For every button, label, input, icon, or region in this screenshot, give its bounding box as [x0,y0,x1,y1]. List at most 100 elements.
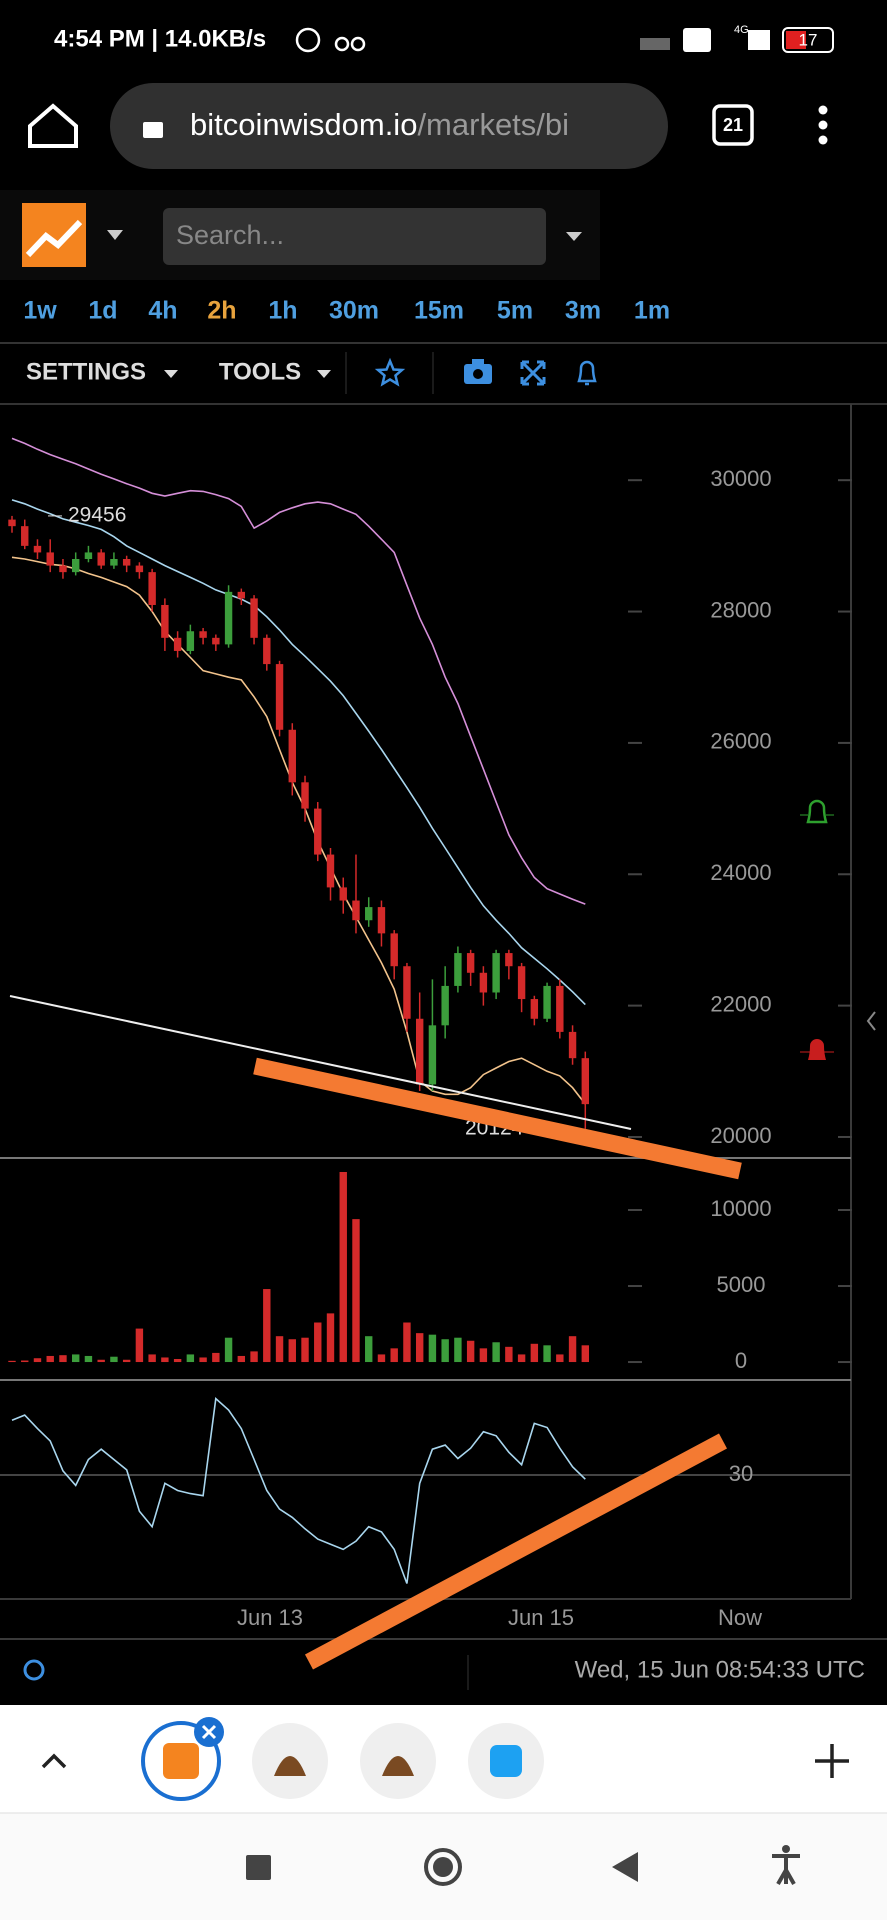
settings-caret [164,370,178,378]
candle-body [288,729,296,783]
favorite-button[interactable] [374,357,406,387]
home-button[interactable] [28,103,78,148]
candle-body [161,604,169,638]
expand-tabs[interactable] [41,1753,67,1769]
timeframe-button[interactable]: 1h [268,297,297,325]
url-bar[interactable] [110,83,668,169]
signal-icons: 4G 17 [640,24,834,53]
volume-bar [199,1357,207,1363]
volume-bar [186,1354,195,1363]
candle-body [339,887,347,901]
candle-body [403,966,411,1019]
tabs-button[interactable] [712,104,754,146]
candle-body [517,966,526,1000]
candle-body [59,565,67,573]
band-line [11,437,586,905]
volume-bar [97,1359,105,1363]
candle-body [97,552,105,566]
volume-bar [288,1339,296,1363]
home-nav[interactable] [424,1848,462,1886]
volume-bar [135,1328,144,1363]
y-tick-label: 30000 [710,466,771,491]
tools-menu[interactable]: TOOLS [219,358,301,385]
x-tick-label: Jun 15 [508,1605,574,1630]
volume-bar [122,1359,131,1363]
tools-caret [317,370,331,378]
fullscreen-button[interactable] [520,360,546,386]
volume-bar [377,1354,386,1363]
timeframe-button[interactable]: 3m [565,297,601,325]
volume-bar [161,1357,169,1363]
band-line [11,499,586,1006]
menu-button[interactable] [818,105,828,145]
candle-body [72,559,80,573]
close-icon [201,1724,217,1740]
timeframe-button[interactable]: 2h [207,297,236,325]
volume-bar [8,1360,16,1363]
volume-bar [263,1289,271,1363]
settings-icon[interactable] [23,1659,45,1681]
candle-body [135,565,144,573]
recents-button[interactable] [246,1855,271,1880]
volume-bar [403,1322,411,1363]
volume-bar [173,1358,182,1363]
home-dot [433,1857,453,1877]
rsi-line [11,1396,586,1584]
band-line [11,556,586,1105]
battery-level: 17 [799,30,818,49]
volume-bar [492,1342,500,1363]
volume-bar [415,1333,424,1363]
volume-bar [224,1337,233,1363]
search-box[interactable] [163,208,546,265]
candle-body [46,552,54,566]
settings-menu[interactable]: SETTINGS [26,358,146,385]
candle-body [543,985,551,1019]
candle-body [275,664,284,730]
alert-button[interactable] [577,360,597,386]
candle-body [250,598,258,638]
candle-body [454,953,462,986]
accessibility-button[interactable] [772,1854,800,1885]
tab-icon [490,1745,522,1777]
logo-mark [25,219,83,258]
tab-icon [274,1756,306,1776]
candle-body [84,552,93,560]
timeframe-button[interactable]: 5m [497,297,533,325]
y-tick-label: 5000 [717,1272,766,1297]
volume-bar [441,1339,449,1363]
timeframe-button[interactable]: 1w [23,297,57,325]
volume-bar [428,1334,437,1363]
y-tick-label: 28000 [710,597,771,622]
status-icons [295,27,366,53]
trend-line [9,995,632,1130]
app-logo[interactable] [22,203,86,267]
volume-bar [568,1336,577,1363]
url-path: /markets/bi [417,107,569,142]
timeframe-button[interactable]: 1m [634,297,670,325]
candle-body [33,545,42,553]
timeframe-button[interactable]: 4h [148,297,177,325]
timeframe-button[interactable]: 15m [414,297,464,325]
logo-dropdown[interactable] [107,230,123,240]
volume-bar [479,1348,488,1363]
back-button[interactable] [612,1852,638,1882]
timeframe-button[interactable]: 1d [88,297,117,325]
timeframe-button[interactable]: 30m [329,297,379,325]
tab-icon [163,1743,199,1779]
volume-bar [505,1346,513,1363]
candle-body [390,933,398,967]
volume-bar [275,1336,284,1363]
camera-button[interactable] [464,359,492,384]
new-tab[interactable] [815,1744,849,1778]
search-placeholder: Search... [176,220,284,250]
volume-bar [46,1355,54,1363]
annotation-stroke [253,1057,742,1180]
candle-body [581,1058,589,1105]
search-dropdown[interactable] [566,232,582,241]
volume-bar [352,1219,360,1363]
tab-strip [0,1705,887,1813]
price-alerts [800,799,876,1060]
candle-body [479,972,488,993]
candle-body [365,907,373,921]
url-host: bitcoinwisdom.io [190,107,417,142]
